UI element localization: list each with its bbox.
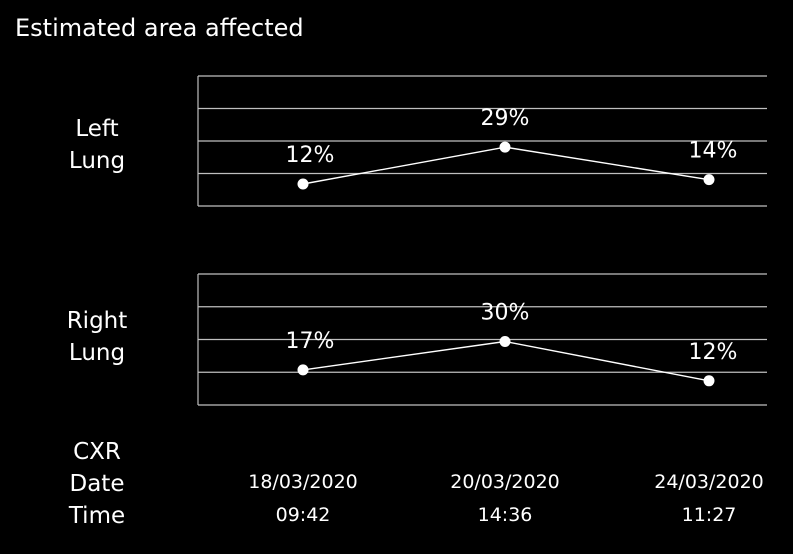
right-lung-point [297, 364, 309, 376]
right-lung-value-label: 12% [689, 340, 738, 365]
x-tick-time: 14:36 [478, 504, 533, 526]
x-header-label: CXR [73, 439, 121, 465]
left-lung-point [703, 174, 715, 186]
x-tick-date: 18/03/2020 [248, 471, 358, 493]
left-lung-label-line: Left [75, 116, 118, 142]
x-tick-time: 09:42 [276, 504, 331, 526]
right-lung-label-line: Right [67, 308, 128, 334]
x-header-label: Date [70, 471, 125, 497]
right-lung-point [703, 375, 715, 387]
x-tick-time: 11:27 [682, 504, 737, 526]
right-lung-value-label: 30% [481, 301, 530, 326]
right-lung-label-line: Lung [69, 340, 125, 366]
left-lung-point [297, 178, 309, 190]
right-lung-line [302, 340, 710, 382]
left-lung-label-line: Lung [69, 148, 125, 174]
left-lung-value-label: 14% [689, 139, 738, 164]
chart-title: Estimated area affected [15, 14, 304, 42]
x-header-label: Time [68, 503, 125, 529]
left-lung-line [302, 146, 710, 185]
left-lung-value-label: 29% [481, 106, 530, 131]
left-lung-point [499, 141, 511, 153]
right-lung-value-label: 17% [286, 329, 335, 354]
right-lung-point [499, 336, 511, 347]
x-tick-date: 24/03/2020 [654, 471, 764, 493]
x-tick-date: 20/03/2020 [450, 471, 560, 493]
left-lung-value-label: 12% [286, 143, 335, 168]
